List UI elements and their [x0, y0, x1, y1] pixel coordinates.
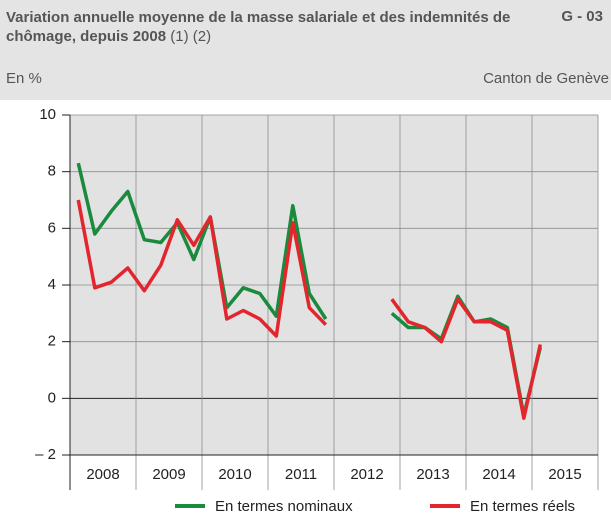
y-tick-label: 4 — [48, 276, 56, 293]
subtitle: En % — [6, 70, 42, 87]
legend-label: En termes réels — [470, 498, 575, 515]
x-tick-label: 2015 — [548, 466, 581, 483]
chart-title: Variation annuelle moyenne de la masse s… — [6, 9, 511, 45]
series-line — [76, 199, 543, 420]
y-tick-label: 0 — [48, 389, 56, 406]
header: Variation annuelle moyenne de la masse s… — [0, 0, 611, 100]
y-tick-label: – 2 — [35, 446, 56, 463]
x-tick-label: 2012 — [350, 466, 383, 483]
legend-label: En termes nominaux — [215, 498, 353, 515]
x-tick-label: 2014 — [482, 466, 515, 483]
source: Canton de Genève — [483, 70, 609, 87]
x-tick-label: 2008 — [86, 466, 119, 483]
y-tick-label: 6 — [48, 219, 56, 236]
y-tick-label: 8 — [48, 163, 56, 180]
y-tick-label: 10 — [39, 106, 56, 123]
title-note: (1) (2) — [170, 28, 212, 45]
chart-title-block: Variation annuelle moyenne de la masse s… — [6, 8, 546, 46]
y-tick-label: 2 — [48, 333, 56, 350]
x-tick-label: 2009 — [152, 466, 185, 483]
x-tick-label: 2011 — [285, 466, 317, 483]
chart-code: G - 03 — [561, 8, 603, 25]
x-tick-label: 2013 — [416, 466, 449, 483]
x-tick-label: 2010 — [218, 466, 251, 483]
